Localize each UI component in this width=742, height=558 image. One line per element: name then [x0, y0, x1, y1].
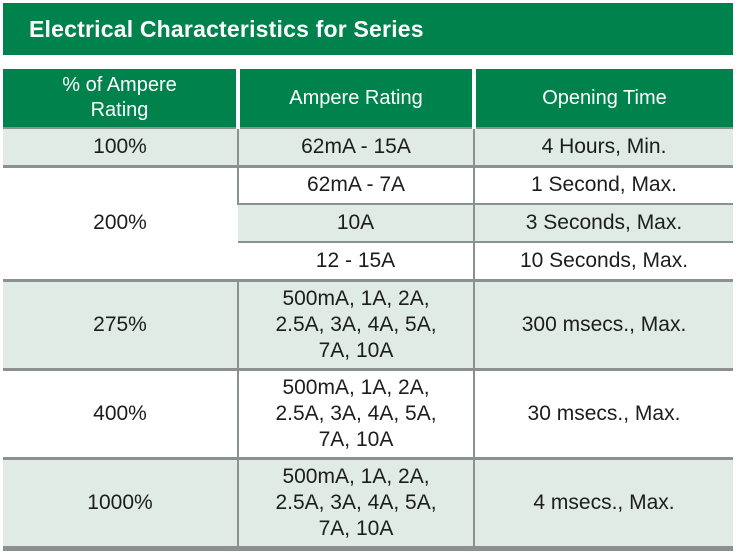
- cell-time: 10 Seconds, Max.: [473, 241, 733, 280]
- cell-percent: 100%: [3, 127, 238, 166]
- header-cell-percent-rating: % of Ampere Rating: [3, 69, 238, 129]
- cell-time: 30 msecs., Max.: [473, 367, 733, 458]
- table-row-400pct: 400% 500mA, 1A, 2A, 2.5A, 3A, 4A, 5A, 7A…: [3, 367, 733, 458]
- cell-ampere: 500mA, 1A, 2A, 2.5A, 3A, 4A, 5A, 7A, 10A: [237, 278, 474, 369]
- cell-ampere: 500mA, 1A, 2A, 2.5A, 3A, 4A, 5A, 7A, 10A: [237, 456, 474, 551]
- table-row-200pct-sub3: 12 - 15A 10 Seconds, Max.: [3, 241, 733, 280]
- cell-percent-200-merged: 200%: [3, 164, 238, 280]
- cell-ampere: 62mA - 15A: [237, 127, 474, 166]
- table-row-100pct: 100% 62mA - 15A 4 Hours, Min.: [3, 127, 733, 166]
- cell-time: 3 Seconds, Max.: [473, 203, 733, 242]
- cell-percent: 400%: [3, 367, 238, 458]
- title-bar: Electrical Characteristics for Series: [3, 3, 733, 55]
- table-row-200pct-sub2: 10A 3 Seconds, Max.: [3, 203, 733, 242]
- cell-time: 4 Hours, Min.: [473, 127, 733, 166]
- cell-ampere: 62mA - 7A: [237, 164, 474, 204]
- cell-time: 300 msecs., Max.: [473, 278, 733, 369]
- cell-percent: 275%: [3, 278, 238, 369]
- table-header-row: % of Ampere Rating Ampere Rating Opening…: [3, 69, 733, 129]
- header-cell-opening-time: Opening Time: [472, 69, 733, 129]
- cell-ampere: 10A: [238, 203, 474, 242]
- cell-time: 1 Second, Max.: [473, 164, 733, 204]
- document: Electrical Characteristics for Series % …: [3, 3, 733, 551]
- cell-percent: 1000%: [3, 456, 238, 551]
- cell-time: 4 msecs., Max.: [473, 456, 733, 551]
- data-table: % of Ampere Rating Ampere Rating Opening…: [3, 69, 733, 551]
- page-title: Electrical Characteristics for Series: [29, 15, 424, 42]
- cell-ampere: 12 - 15A: [238, 241, 474, 280]
- header-cell-ampere-rating: Ampere Rating: [236, 69, 474, 129]
- cell-ampere: 500mA, 1A, 2A, 2.5A, 3A, 4A, 5A, 7A, 10A: [237, 367, 474, 458]
- table-row-275pct: 275% 500mA, 1A, 2A, 2.5A, 3A, 4A, 5A, 7A…: [3, 278, 733, 369]
- table-row-200pct-sub1: 200% 62mA - 7A 1 Second, Max.: [3, 164, 733, 280]
- table-row-1000pct: 1000% 500mA, 1A, 2A, 2.5A, 3A, 4A, 5A, 7…: [3, 456, 733, 551]
